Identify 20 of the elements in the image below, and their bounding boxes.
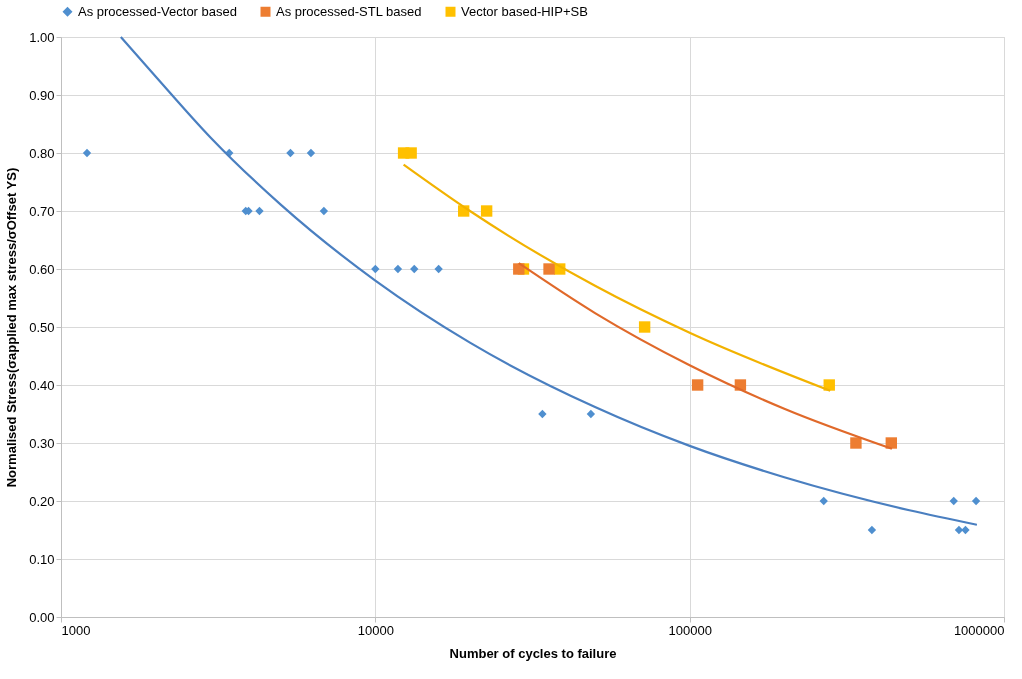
x-tick-label: 10000 — [357, 622, 394, 638]
y-tick-label: 0.90 — [29, 87, 55, 103]
y-tick-label: 0.20 — [29, 493, 55, 509]
y-tick-label: 0.60 — [29, 261, 55, 277]
x-tick-label: 100000 — [668, 622, 712, 638]
legend-label: Vector based-HIP+SB — [461, 3, 588, 19]
legend-label: As processed-STL based — [276, 3, 422, 19]
y-tick-label: 0.50 — [29, 319, 55, 335]
x-tick-label: 1000000 — [953, 622, 1005, 638]
legend-label: As processed-Vector based — [78, 3, 237, 19]
y-tick-label: 0.70 — [29, 203, 55, 219]
x-axis-title: Number of cycles to failure — [449, 645, 617, 661]
x-tick-label: 1000 — [61, 622, 91, 638]
y-axis-title: Normalised Stress(σapplied max stress/σOffset YS) — [4, 167, 20, 488]
y-tick-label: 0.30 — [29, 435, 55, 451]
y-tick-label: 0.80 — [29, 145, 55, 161]
y-tick-label: 0.00 — [29, 609, 55, 625]
y-tick-label: 0.10 — [29, 551, 55, 567]
y-tick-label: 1.00 — [29, 29, 55, 45]
y-tick-label: 0.40 — [29, 377, 55, 393]
